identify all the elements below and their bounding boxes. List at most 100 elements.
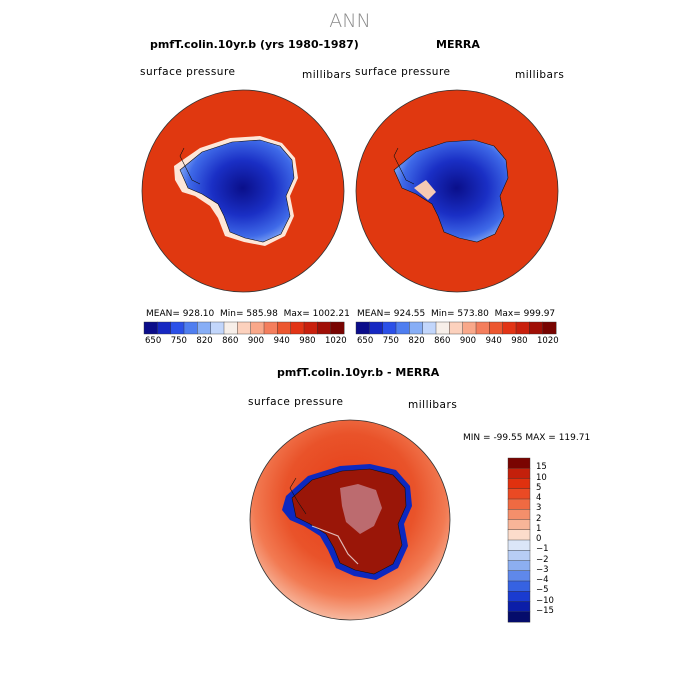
colorbar-swatch: [489, 321, 504, 335]
colorbar-swatch: [507, 539, 531, 551]
colorbar-swatch: [263, 321, 278, 335]
colorbar-swatch: [317, 321, 332, 335]
right-colorbar-ticks: 650 750 820 860 900 940 980 1020: [356, 336, 559, 348]
colorbar-swatch: [507, 498, 531, 510]
colorbar-swatch: [507, 550, 531, 561]
colorbar-swatch: [157, 321, 172, 335]
colorbar-swatch: [303, 321, 318, 335]
colorbar-swatch: [529, 321, 544, 335]
diff-field-label: surface pressure: [248, 396, 344, 408]
diff-units-label: millibars: [408, 399, 458, 411]
colorbar-swatch: [507, 580, 531, 592]
colorbar-swatch: [355, 321, 370, 335]
colorbar-tick-label: −2: [536, 554, 549, 565]
colorbar-tick-label: 10: [536, 472, 547, 483]
colorbar-swatch: [507, 591, 531, 602]
left-min-value: 585.98: [246, 309, 278, 319]
colorbar-swatch: [542, 321, 557, 335]
colorbar-swatch: [449, 321, 464, 335]
diff-max-value: 119.71: [558, 433, 591, 443]
colorbar-tick-label: −4: [536, 575, 549, 585]
left-stats: MEAN= 928.10 Min= 585.98 Max= 1002.21: [146, 309, 350, 319]
colorbar-tick-label: 860: [434, 336, 451, 346]
diff-min-value: -99.55: [493, 433, 523, 443]
right-colorbar: [355, 321, 557, 335]
colorbar-tick-label: 940: [485, 336, 502, 346]
colorbar-swatch: [435, 321, 450, 335]
colorbar-tick-label: 650: [357, 336, 374, 346]
colorbar-swatch: [277, 321, 292, 335]
colorbar-tick-label: 1020: [325, 336, 347, 346]
colorbar-swatch: [515, 321, 530, 335]
colorbar-tick-label: −5: [536, 585, 549, 596]
right-min-value: 573.80: [457, 309, 489, 319]
colorbar-tick-label: −10: [536, 595, 554, 606]
colorbar-tick-label: −15: [536, 605, 554, 616]
colorbar-tick-label: 650: [145, 336, 162, 346]
colorbar-swatch: [183, 321, 198, 335]
colorbar-swatch: [170, 321, 185, 335]
colorbar-swatch: [507, 529, 531, 541]
colorbar-swatch: [502, 321, 517, 335]
colorbar-swatch: [507, 601, 531, 613]
colorbar-tick-label: 860: [222, 336, 239, 346]
colorbar-swatch: [223, 321, 238, 335]
left-surface-pressure-map: [141, 89, 345, 293]
colorbar-tick-label: 0: [536, 534, 542, 544]
right-field-label: surface pressure: [355, 66, 451, 78]
diff-panel-title: pmfT.colin.10yr.b - MERRA: [277, 366, 440, 379]
colorbar-tick-label: 1: [536, 523, 542, 534]
left-colorbar-ticks: 650 750 820 860 900 940 980 1020: [144, 336, 347, 348]
difference-map: [249, 419, 451, 621]
colorbar-swatch: [409, 321, 424, 335]
colorbar-tick-label: 900: [247, 336, 265, 346]
colorbar-tick-label: 15: [536, 462, 547, 473]
colorbar-swatch: [507, 611, 531, 623]
colorbar-tick-label: −3: [536, 564, 549, 575]
colorbar-swatch: [395, 321, 410, 335]
colorbar-swatch: [210, 321, 225, 335]
colorbar-tick-label: 820: [196, 336, 213, 346]
colorbar-swatch: [237, 321, 252, 335]
colorbar-swatch: [369, 321, 384, 335]
colorbar-tick-label: 820: [408, 336, 425, 346]
colorbar-swatch: [507, 478, 531, 490]
colorbar-tick-label: 1020: [537, 336, 559, 346]
left-units-label: millibars: [302, 69, 352, 81]
colorbar-swatch: [507, 519, 531, 531]
colorbar-tick-label: 3: [536, 503, 542, 514]
colorbar-tick-label: 980: [299, 336, 316, 346]
left-max-value: 1002.21: [312, 309, 350, 319]
left-panel-title: pmfT.colin.10yr.b (yrs 1980-1987): [150, 38, 359, 51]
right-panel-title: MERRA: [436, 38, 480, 51]
colorbar-swatch: [422, 321, 437, 335]
colorbar-tick-label: 750: [170, 336, 187, 346]
colorbar-swatch: [507, 570, 531, 582]
colorbar-swatch: [475, 321, 490, 335]
right-units-label: millibars: [515, 69, 565, 81]
colorbar-swatch: [290, 321, 305, 335]
right-mean-value: 924.55: [393, 309, 426, 319]
colorbar-swatch: [507, 468, 531, 479]
colorbar-tick-label: 980: [511, 336, 528, 346]
colorbar-swatch: [507, 509, 531, 520]
colorbar-swatch: [507, 457, 531, 469]
colorbar-swatch: [507, 488, 531, 500]
colorbar-swatch: [250, 321, 265, 335]
right-max-value: 999.97: [523, 309, 556, 319]
colorbar-swatch: [330, 321, 345, 335]
colorbar-tick-label: −1: [536, 544, 549, 555]
colorbar-swatch: [462, 321, 477, 335]
colorbar-swatch: [197, 321, 212, 335]
right-stats: MEAN= 924.55 Min= 573.80 Max= 999.97: [357, 309, 556, 319]
colorbar-swatch: [143, 321, 158, 335]
colorbar-tick-label: 5: [536, 482, 542, 493]
right-surface-pressure-map: [355, 89, 559, 293]
colorbar-tick-label: 940: [273, 336, 290, 346]
colorbar-swatch: [507, 560, 531, 572]
difference-colorbar: [507, 457, 531, 623]
difference-colorbar-ticks: 15 10 5 4 3 2 1 0 −1 −2 −3 −4 −5 −10 −15: [536, 458, 566, 622]
diff-range: MIN = -99.55 MAX = 119.71: [463, 433, 591, 443]
left-field-label: surface pressure: [140, 66, 236, 78]
figure-title: ANN: [329, 10, 371, 32]
